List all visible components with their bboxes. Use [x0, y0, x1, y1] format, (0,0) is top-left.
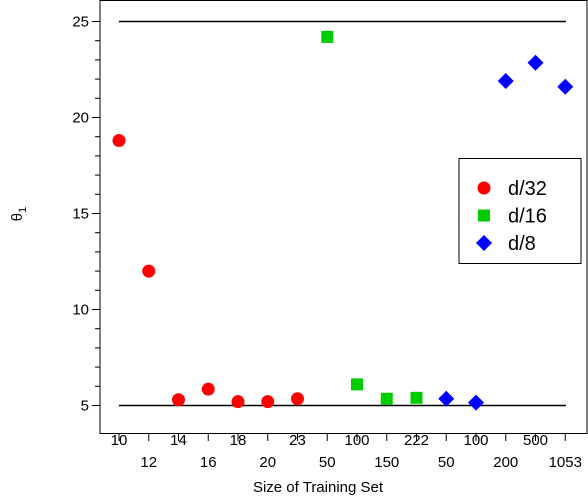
y-axis: 5 10 15 20 25	[72, 14, 100, 415]
x-tick-label: 222	[404, 432, 429, 449]
x-axis-title: Size of Training Set	[253, 479, 384, 496]
y-tick-label: 20	[72, 110, 89, 127]
x-tick-label: 16	[200, 454, 217, 471]
data-point-d-8	[438, 390, 455, 407]
x-tick-label: 100	[463, 432, 488, 449]
legend-label: d/32	[508, 178, 547, 200]
plot-frame	[99, 0, 588, 434]
data-point-d-32	[261, 395, 275, 409]
y-tick-label: 25	[72, 14, 89, 31]
legend-marker-d-8	[476, 235, 492, 251]
legend: d/32 d/16 d/8	[458, 158, 582, 264]
x-tick-label: 500	[523, 432, 548, 449]
x-tick-label: 18	[230, 432, 247, 449]
data-point-d-8	[497, 73, 514, 90]
x-tick-label: 14	[170, 432, 187, 449]
data-point-d-8	[468, 394, 484, 411]
data-point-d-16	[321, 30, 334, 43]
x-tick-label: 200	[493, 454, 518, 471]
data-point-d-16	[410, 391, 423, 404]
legend-label: d/8	[508, 233, 536, 255]
data-point-d-16	[351, 378, 363, 391]
x-tick-label: 20	[259, 454, 276, 471]
x-tick-label: 50	[438, 454, 455, 471]
data-point-d-32	[142, 264, 156, 278]
data-point-d-32	[112, 134, 126, 148]
y-axis-title: θ1	[9, 207, 29, 221]
data-point-d-32	[291, 392, 304, 406]
data-point-d-32	[201, 382, 215, 396]
x-tick-label: 10	[111, 432, 128, 449]
legend-label: d/16	[508, 206, 547, 228]
x-tick-label: 100	[344, 432, 369, 449]
x-tick-label: 50	[319, 454, 336, 471]
reference-lines	[119, 20, 566, 407]
y-tick-label: 5	[81, 398, 89, 415]
x-tick-label: 1053	[549, 454, 582, 471]
y-tick-label: 10	[72, 302, 89, 319]
data-point-d-8	[557, 78, 574, 95]
data-point-d-8	[527, 54, 544, 71]
y-axis-title-symbol: θ	[9, 213, 26, 221]
legend-marker-d-32	[477, 181, 491, 195]
x-tick-label: 12	[140, 454, 157, 471]
x-tick-label: 150	[374, 454, 399, 471]
y-tick-label: 15	[72, 206, 89, 223]
data-points	[112, 30, 574, 411]
y-axis-title-subscript: 1	[17, 207, 29, 213]
x-tick-label: 23	[289, 432, 306, 449]
data-point-d-32	[172, 393, 185, 407]
data-point-d-32	[231, 395, 245, 409]
data-point-d-16	[380, 392, 393, 405]
legend-marker-d-16	[478, 209, 490, 222]
